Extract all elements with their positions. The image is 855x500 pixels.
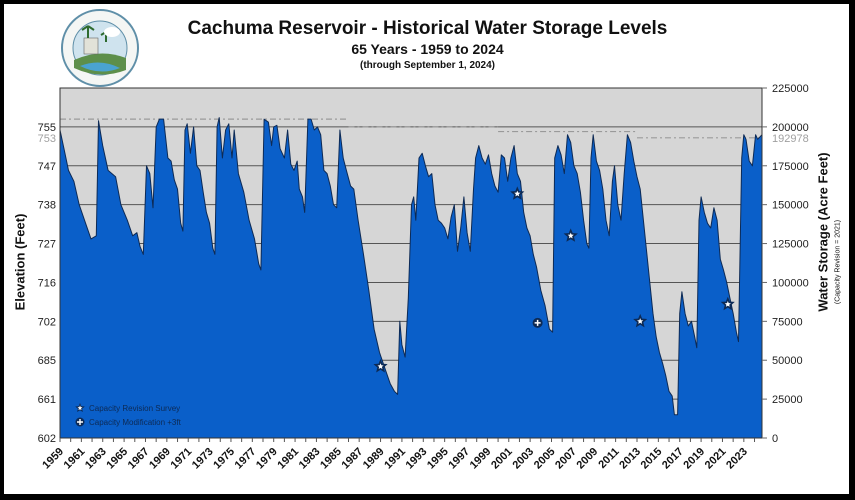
right-tick-label: 125000 [772,239,809,251]
left-tick-label: 685 [38,355,56,367]
right-tick-label: 25000 [772,394,803,406]
plus-icon-inner [534,319,541,326]
x-tick-label: 1969 [147,446,173,472]
right-tick-label: 200000 [772,122,809,134]
right-axis-subtitle: (Capacity Revision = 2021) [834,219,842,305]
x-tick-label: 1985 [318,446,344,472]
legend-plus-inner [77,419,83,425]
x-tick-label: 1967 [126,446,152,472]
left-tick-label: 661 [38,394,56,406]
storage-area [59,117,763,439]
right-tick-label: 150000 [772,200,809,212]
left-tick-label: 727 [38,239,56,251]
left-tick-label: 716 [38,277,56,289]
left-tick-label: 747 [38,161,56,173]
x-tick-label: 2017 [660,446,686,472]
left-tick-label: 602 [38,433,56,445]
plot-border [59,87,763,439]
x-tick-label: 2003 [510,446,536,472]
x-tick-label: 2005 [532,446,558,472]
x-tick-label: 1963 [83,446,109,472]
x-tick-label: 1993 [404,446,430,472]
x-tick-label: 1971 [169,446,195,472]
right-axis-title: Water Storage (Acre Feet) [815,152,831,312]
right-tick-label: 192978 [772,133,809,145]
legend-star-inner [77,405,83,411]
x-tick-label: 2007 [553,446,579,472]
right-tick-label: 225000 [772,83,809,95]
x-tick-label: 1997 [446,446,472,472]
right-tick-label: 0 [772,433,778,445]
legend-label: Capacity Modification +3ft [89,418,182,427]
left-axis-title: Elevation (Feet) [12,213,28,311]
x-tick-label: 2011 [596,446,621,471]
x-tick-label: 2023 [724,446,750,472]
right-tick-label: 50000 [772,355,803,367]
x-tick-label: 1965 [104,446,130,472]
right-tick-label: 175000 [772,161,809,173]
x-tick-label: 1983 [297,446,323,472]
x-tick-label: 1987 [340,446,366,472]
x-tick-label: 1977 [233,446,259,472]
x-tick-label: 1975 [211,446,237,472]
star-icon-inner [637,318,644,324]
x-tick-label: 1991 [382,446,408,472]
left-tick-label: 738 [38,200,56,212]
x-tick-label: 2015 [639,446,665,472]
x-tick-label: 2013 [617,446,643,472]
legend-label: Capacity Revision Survey [89,404,180,413]
x-tick-label: 2001 [489,446,515,472]
x-tick-label: 1995 [425,446,451,472]
x-tick-label: 2021 [703,446,729,472]
star-icon-inner [514,190,521,197]
star-icon-inner [724,301,731,307]
x-tick-label: 1989 [361,446,387,472]
left-tick-label: 755 [38,122,56,134]
star-icon-inner [567,232,574,239]
x-tick-label: 1961 [62,446,88,472]
right-tick-label: 100000 [772,277,809,289]
right-tick-label: 75000 [772,316,803,328]
x-tick-label: 1999 [468,446,494,472]
left-tick-label: 702 [38,316,56,328]
chart-date-note: (through September 1, 2024) [359,60,496,71]
left-tick-label: 753 [38,133,56,145]
x-tick-label: 2009 [575,446,601,472]
chart-subtitle: 65 Years - 1959 to 2024 [351,41,504,57]
x-tick-label: 1973 [190,446,216,472]
star-icon-inner [377,363,384,369]
x-tick-label: 2019 [681,446,707,472]
x-tick-label: 1959 [40,446,66,472]
x-tick-label: 1979 [254,446,280,472]
county-seal-logo-icon [61,9,139,87]
chart-title: Cachuma Reservoir - Historical Water Sto… [187,18,668,39]
x-tick-label: 1981 [275,446,301,472]
